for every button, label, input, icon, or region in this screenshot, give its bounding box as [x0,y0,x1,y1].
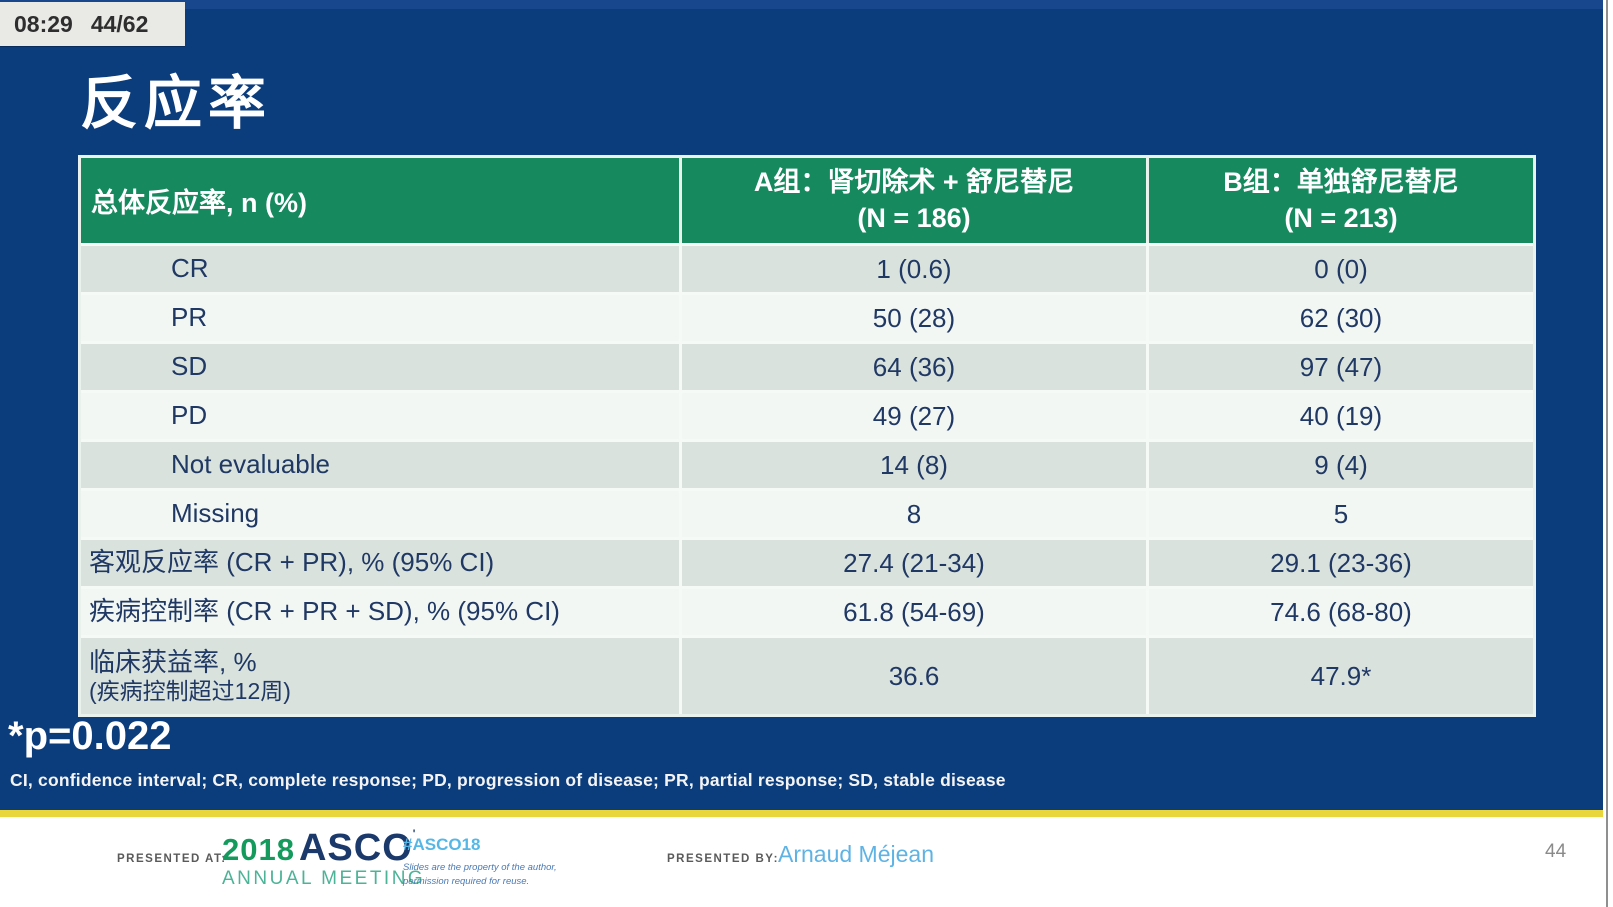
row-label: 疾病控制率 (CR + PR + SD), % (95% CI) [89,596,560,627]
header-overall-response-rate-label: 总体反应率, n (%) [91,188,307,218]
arm-a-value-cell: 27.4 (21-34) [679,537,1146,586]
player-timestamp: 08:29 [14,10,73,37]
arm-b-value-cell: 97 (47) [1146,341,1533,390]
arm-b-value-cell: 9 (4) [1146,439,1533,488]
right-edge-strip [1603,0,1613,907]
row-label-second-line: (疾病控制超过12周) [89,678,291,705]
slide-title: 反应率 [80,71,273,136]
row-label: Missing [171,498,260,529]
row-label-cell: SD [81,341,679,390]
presented-at-label: PRESENTED AT: [117,853,227,865]
header-arm-a-title: A组：肾切除术 + 舒尼替尼 [753,167,1075,198]
row-label: PR [171,302,208,333]
table-row: Missing 8 5 [81,488,1533,537]
presented-by-label: PRESENTED BY: [667,853,779,865]
table-row: SD 64 (36) 97 (47) [81,341,1533,390]
table-row: PR 50 (28) 62 (30) [81,292,1533,341]
abbreviations-note: CI, confidence interval; CR, complete re… [10,770,1006,790]
asco-logo-year: 2018 [222,832,295,867]
arm-b-value-cell: 62 (30) [1146,292,1533,341]
player-status-overlay: 08:29 44/62 [0,2,185,46]
arm-a-value-cell: 49 (27) [679,390,1146,439]
response-table-body: CR 1 (0.6) 0 (0) PR 50 (28) 62 (30) SD 6… [81,243,1533,714]
header-arm-b-title: B组：单独舒尼替尼 [1223,167,1459,198]
header-arm-a-n: (N = 186) [857,202,971,233]
disclaimer-text: Slides are the property of the author, p… [403,862,557,888]
asco-logo-subtitle: ANNUAL MEETING [222,868,426,889]
row-label-cell: 客观反应率 (CR + PR), % (95% CI) [81,537,679,586]
row-label-cell: Missing [81,488,679,537]
arm-b-value-cell: 74.6 (68-80) [1146,586,1533,635]
player-slide-position: 44/62 [90,10,149,37]
row-label: SD [171,351,208,382]
arm-a-value-cell: 50 (28) [679,292,1146,341]
arm-a-value-cell: 14 (8) [679,439,1146,488]
presenter-name: Arnaud Méjean [778,841,934,867]
arm-b-value-cell: 47.9* [1146,635,1533,714]
table-row: Not evaluable 14 (8) 9 (4) [81,439,1533,488]
arm-a-value-cell: 36.6 [679,635,1146,714]
table-row: 客观反应率 (CR + PR), % (95% CI) 27.4 (21-34)… [81,537,1533,586]
table-row: 临床获益率, % (疾病控制超过12周) 36.6 47.9* [81,635,1533,714]
hashtag-block: #ASCO18 Slides are the property of the a… [403,835,557,890]
hashtag: #ASCO18 [403,835,481,854]
arm-a-value-cell: 64 (36) [679,341,1146,390]
row-label: 临床获益率, % [89,647,257,678]
row-label-cell: Not evaluable [81,439,679,488]
divider-line [0,810,1603,817]
pvalue-note: *p=0.022 [8,714,172,758]
header-arm-b-n: (N = 213) [1284,202,1398,233]
table-row: CR 1 (0.6) 0 (0) [81,243,1533,292]
row-label: PD [171,400,208,431]
table-row: PD 49 (27) 40 (19) [81,390,1533,439]
header-arm-a: A组：肾切除术 + 舒尼替尼 (N = 186) [679,158,1146,243]
table-row: 疾病控制率 (CR + PR + SD), % (95% CI) 61.8 (5… [81,586,1533,635]
row-label: CR [171,253,209,284]
row-label-cell: PR [81,292,679,341]
header-overall-response-rate: 总体反应率, n (%) [81,158,679,243]
row-label-cell: PD [81,390,679,439]
asco-logo-name: ASCO' [298,827,417,869]
presentation-slide: 08:29 44/62 反应率 总体反应率, n (%) A组：肾切除术 + 舒… [0,0,1603,810]
right-edge-line [1606,0,1608,907]
table-header-row: 总体反应率, n (%) A组：肾切除术 + 舒尼替尼 (N = 186) B组… [81,158,1533,243]
arm-b-value-cell: 5 [1146,488,1533,537]
row-label-cell: 疾病控制率 (CR + PR + SD), % (95% CI) [81,586,679,635]
arm-a-value-cell: 1 (0.6) [679,243,1146,292]
footer-bar: PRESENTED AT: 2018 ASCO' ANNUAL MEETING … [0,817,1603,907]
header-arm-b: B组：单独舒尼替尼 (N = 213) [1146,158,1533,243]
row-label: Not evaluable [171,449,330,480]
top-strip [0,0,1603,9]
arm-a-value-cell: 8 [679,488,1146,537]
arm-b-value-cell: 29.1 (23-36) [1146,537,1533,586]
row-label-cell: 临床获益率, % (疾病控制超过12周) [81,635,679,714]
asco-logo: 2018 ASCO' ANNUAL MEETING [222,827,426,889]
slide-page-number: 44 [1545,841,1567,862]
row-label: 客观反应率 (CR + PR), % (95% CI) [89,547,495,578]
arm-b-value-cell: 40 (19) [1146,390,1533,439]
arm-a-value-cell: 61.8 (54-69) [679,586,1146,635]
arm-b-value-cell: 0 (0) [1146,243,1533,292]
response-rate-table: 总体反应率, n (%) A组：肾切除术 + 舒尼替尼 (N = 186) B组… [78,155,1536,717]
row-label-cell: CR [81,243,679,292]
